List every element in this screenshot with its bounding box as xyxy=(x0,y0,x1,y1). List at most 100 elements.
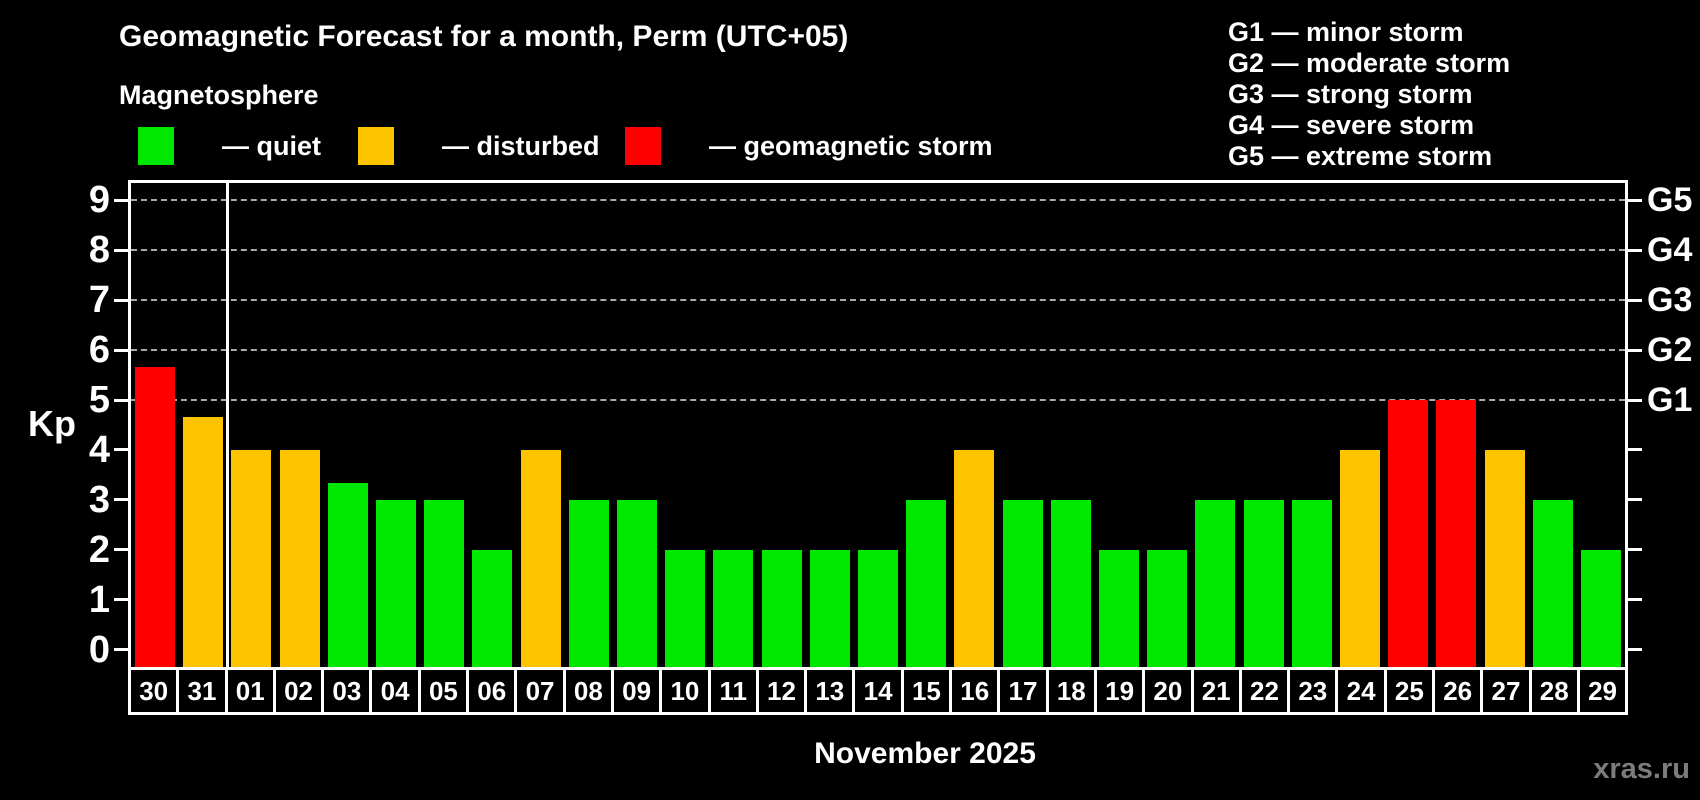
y-tick-0 xyxy=(114,648,128,652)
y-tick-2 xyxy=(114,548,128,552)
g-scale-tick-0 xyxy=(1628,648,1642,652)
bar-day-31 xyxy=(183,416,224,667)
x-label-25: 25 xyxy=(1387,670,1436,712)
bar-day-09 xyxy=(617,499,658,667)
x-axis-day-labels: 30 31 01 02 03 04 05 06 07 08 09 10 11 12 13 14 15 16 17 18… xyxy=(128,670,1628,715)
x-label-03: 03 xyxy=(324,670,373,712)
y-tick-8 xyxy=(114,248,128,252)
y-tick-label-6: 6 xyxy=(88,329,110,372)
x-label-13: 13 xyxy=(807,670,856,712)
bar-day-19 xyxy=(1098,549,1139,667)
x-label-06: 06 xyxy=(469,670,518,712)
bar-day-17 xyxy=(1002,499,1043,667)
g-scale-tick-4 xyxy=(1628,448,1642,452)
x-label-21: 21 xyxy=(1194,670,1242,712)
gridline-kp-5 xyxy=(131,399,1625,402)
gridline-kp-7 xyxy=(131,299,1625,302)
x-label-31: 31 xyxy=(179,670,228,712)
bar-day-06 xyxy=(472,549,513,667)
bar-day-03 xyxy=(327,483,368,667)
g-scale-tick-6 xyxy=(1628,348,1642,352)
bar-day-23 xyxy=(1291,499,1332,667)
bar-day-29 xyxy=(1580,549,1621,667)
gridline-kp-6 xyxy=(131,349,1625,352)
bar-day-18 xyxy=(1050,499,1091,667)
bar-day-12 xyxy=(761,549,802,667)
legend-swatch-disturbed xyxy=(358,127,394,165)
x-label-29: 29 xyxy=(1588,675,1618,706)
x-label-10: 10 xyxy=(662,670,711,712)
bar-day-01 xyxy=(231,449,272,667)
g-scale-label-G2: G2 xyxy=(1647,331,1693,370)
g-scale-tick-3 xyxy=(1628,498,1642,502)
x-label-28: 28 xyxy=(1532,670,1580,712)
storm-scale-line-2: G2 — moderate storm xyxy=(1228,48,1511,78)
x-label-01: 01 xyxy=(228,670,276,712)
legend-item-quiet: — quiet xyxy=(138,127,321,165)
storm-scale-line-1: G1 — minor storm xyxy=(1228,17,1464,47)
x-label-08: 08 xyxy=(566,670,614,712)
bar-day-13 xyxy=(809,549,850,667)
storm-scale-line-4: G4 — severe storm xyxy=(1228,110,1475,140)
g-scale-label-G3: G3 xyxy=(1647,281,1693,320)
x-label-24: 24 xyxy=(1338,670,1387,712)
g-scale-tick-9 xyxy=(1628,198,1642,202)
y-tick-7 xyxy=(114,298,128,302)
bar-day-27 xyxy=(1484,449,1525,667)
x-label-15: 15 xyxy=(904,670,953,712)
month-separator-line xyxy=(225,183,229,667)
legend-swatch-quiet xyxy=(138,127,174,165)
y-tick-1 xyxy=(114,598,128,602)
chart-subtitle: Magnetosphere xyxy=(119,80,319,110)
x-label-26: 26 xyxy=(1435,670,1484,712)
x-label-05: 05 xyxy=(421,670,470,712)
y-tick-label-0: 0 xyxy=(88,628,110,671)
bar-day-07 xyxy=(520,449,561,667)
x-label-18: 18 xyxy=(1049,670,1097,712)
plot-area xyxy=(114,180,1642,670)
legend-label-quiet: — quiet xyxy=(222,130,321,161)
x-label-22: 22 xyxy=(1242,670,1291,712)
y-tick-label-7: 7 xyxy=(88,279,110,322)
y-tick-9 xyxy=(114,198,128,202)
bar-day-24 xyxy=(1339,449,1380,667)
y-axis-title: Kp xyxy=(28,403,76,444)
bar-day-30 xyxy=(135,366,176,667)
bar-day-20 xyxy=(1147,549,1188,667)
x-label-09: 09 xyxy=(614,670,663,712)
g-scale-label-G4: G4 xyxy=(1647,231,1693,270)
bar-day-22 xyxy=(1243,499,1284,667)
y-tick-4 xyxy=(114,448,128,452)
y-tick-3 xyxy=(114,498,128,502)
x-label-23: 23 xyxy=(1290,670,1339,712)
g-scale-label-G1: G1 xyxy=(1647,381,1693,420)
bar-day-08 xyxy=(568,499,609,667)
legend-item-storm: — geomagnetic storm xyxy=(625,127,993,165)
y-tick-label-1: 1 xyxy=(88,578,110,621)
y-tick-label-9: 9 xyxy=(88,179,110,222)
bar-day-10 xyxy=(665,549,706,667)
y-tick-6 xyxy=(114,348,128,352)
x-label-12: 12 xyxy=(759,670,808,712)
g-scale-label-G5: G5 xyxy=(1647,181,1693,220)
x-label-20: 20 xyxy=(1145,670,1194,712)
bar-day-26 xyxy=(1436,400,1477,667)
bar-day-28 xyxy=(1532,499,1573,667)
bar-day-25 xyxy=(1388,400,1429,667)
storm-scale-line-3: G3 — strong storm xyxy=(1228,79,1473,109)
g-scale-tick-2 xyxy=(1628,548,1642,552)
x-label-17: 17 xyxy=(1000,670,1049,712)
x-label-11: 11 xyxy=(711,670,759,712)
g-scale-tick-5 xyxy=(1628,398,1642,402)
storm-scale-line-5: G5 — extreme storm xyxy=(1228,141,1493,171)
bar-day-16 xyxy=(954,449,995,667)
g-scale-tick-1 xyxy=(1628,598,1642,602)
bar-day-15 xyxy=(906,499,947,667)
gridline-kp-8 xyxy=(131,249,1625,252)
x-label-19: 19 xyxy=(1097,670,1146,712)
g-scale-tick-8 xyxy=(1628,248,1642,252)
storm-scale-legend: G1 — minor storm G2 — moderate storm G3 — … xyxy=(1228,17,1510,172)
bar-day-14 xyxy=(858,549,898,667)
g-scale-tick-7 xyxy=(1628,298,1642,302)
y-tick-5 xyxy=(114,398,128,402)
